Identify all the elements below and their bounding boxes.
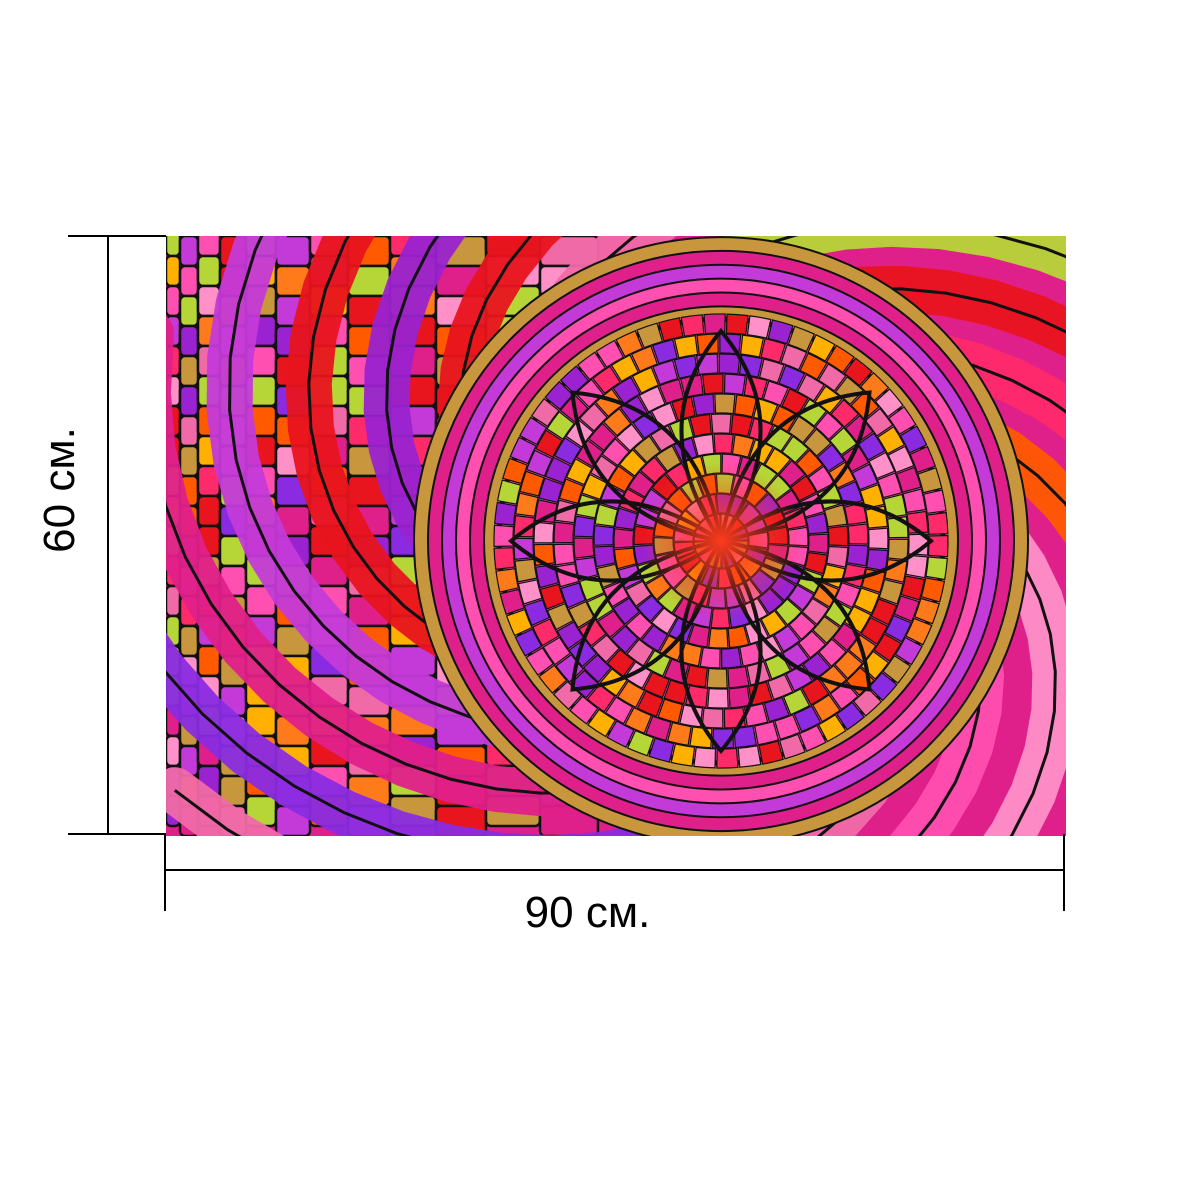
artwork-image [166,236,1066,836]
width-label: 90 см. [524,888,651,937]
height-label-text: 60 см. [35,427,84,553]
height-dimension-line [107,236,109,834]
height-dimension-bottom-tick [68,833,166,835]
height-dimension-top-tick [68,235,166,237]
width-dimension-left-tick [164,834,166,911]
mosaic-illustration [166,236,1066,836]
width-dimension-line [165,869,1065,871]
width-dimension-right-tick [1063,834,1065,911]
